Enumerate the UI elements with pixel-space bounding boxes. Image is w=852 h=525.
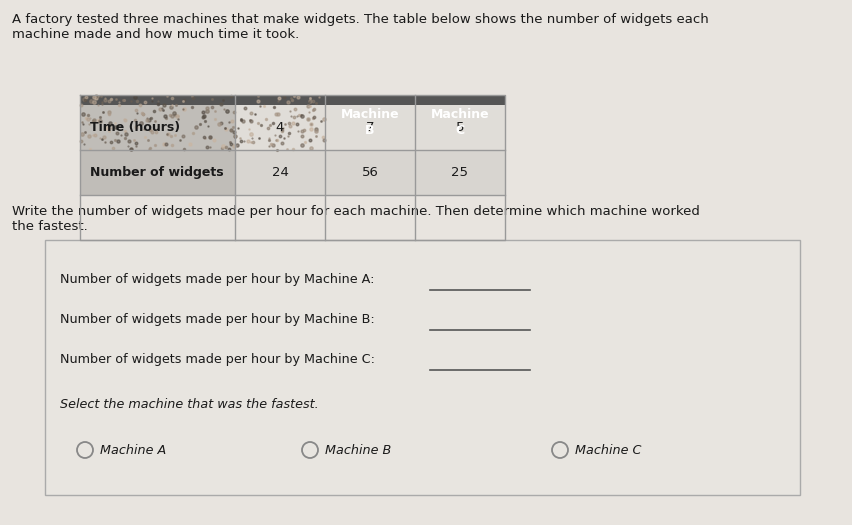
Text: 56: 56 <box>361 166 378 179</box>
Text: 24: 24 <box>272 166 289 179</box>
Text: Write the number of widgets made per hour for each machine. Then determine which: Write the number of widgets made per hou… <box>12 205 699 233</box>
Text: Number of widgets made per hour by Machine C:: Number of widgets made per hour by Machi… <box>60 353 375 366</box>
Text: 5: 5 <box>456 121 464 134</box>
Text: Number of widgets made per hour by Machine B:: Number of widgets made per hour by Machi… <box>60 313 375 327</box>
Text: Number of widgets made per hour by Machine A:: Number of widgets made per hour by Machi… <box>60 274 375 287</box>
FancyBboxPatch shape <box>80 95 505 150</box>
Text: Machine B: Machine B <box>325 444 391 457</box>
Text: 7: 7 <box>366 121 374 134</box>
Text: 25: 25 <box>452 166 469 179</box>
Text: 4: 4 <box>276 121 285 134</box>
Text: Select the machine that was the fastest.: Select the machine that was the fastest. <box>60 398 319 412</box>
Text: A factory tested three machines that make widgets. The table below shows the num: A factory tested three machines that mak… <box>12 13 709 41</box>
Text: Machine
B: Machine B <box>341 108 400 137</box>
FancyBboxPatch shape <box>80 150 235 195</box>
FancyBboxPatch shape <box>45 240 800 495</box>
Text: Machine A: Machine A <box>100 444 166 457</box>
FancyBboxPatch shape <box>80 105 235 150</box>
Text: Machine
C: Machine C <box>431 108 489 137</box>
Text: Machine C: Machine C <box>575 444 642 457</box>
Text: Number of widgets: Number of widgets <box>90 166 223 179</box>
FancyBboxPatch shape <box>235 105 505 150</box>
Text: Time (hours): Time (hours) <box>90 121 180 134</box>
FancyBboxPatch shape <box>235 150 505 195</box>
